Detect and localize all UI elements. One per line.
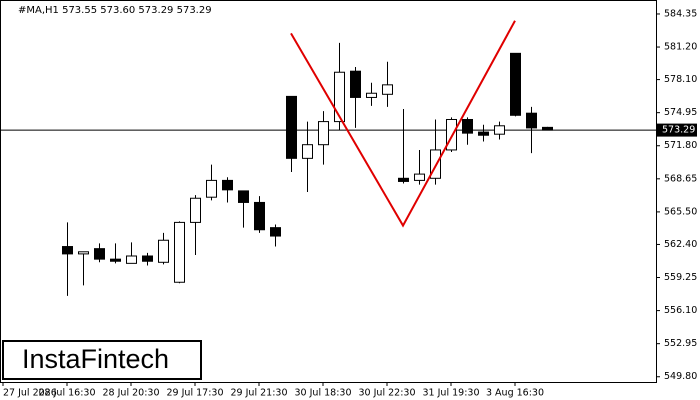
pattern-line <box>290 20 516 228</box>
x-tick-label: 3 Aug 16:30 <box>486 388 544 399</box>
plot-frame <box>0 0 657 383</box>
y-tick-label: 578.10 <box>664 74 697 85</box>
y-tick-label: 549.80 <box>664 371 697 382</box>
y-tick-label: 552.95 <box>664 338 697 349</box>
candle-body <box>398 177 409 182</box>
candle-body <box>110 258 121 262</box>
candle-body <box>206 179 217 198</box>
candle-body <box>334 71 345 123</box>
candle-body <box>254 201 265 231</box>
x-tick-label: 29 Jul 17:30 <box>167 388 224 399</box>
y-tick-label: 562.40 <box>664 239 697 250</box>
candle-body <box>414 173 425 181</box>
y-tick-label: 581.20 <box>664 42 697 53</box>
x-tick-label: 27 Jul 2026 <box>3 388 57 399</box>
candle-body <box>494 125 505 135</box>
candle-body <box>382 84 393 95</box>
x-tick-label: 28 Jul 16:30 <box>39 388 96 399</box>
candle-body <box>350 70 361 98</box>
x-tick-label: 30 Jul 18:30 <box>295 388 352 399</box>
candle-body <box>62 246 73 255</box>
candle-body <box>462 118 473 134</box>
logo: InstaFintech <box>22 344 169 374</box>
candle-body <box>174 221 185 283</box>
y-tick-label: 556.10 <box>664 305 697 316</box>
y-tick-label: 574.95 <box>664 107 697 118</box>
candle-body <box>190 197 201 223</box>
candle-body <box>286 95 297 159</box>
y-tick-label: 559.25 <box>664 272 697 283</box>
y-tick-label: 565.50 <box>664 206 697 217</box>
candle-body <box>238 190 249 203</box>
current-price-box <box>657 123 697 137</box>
candle-body <box>94 248 105 260</box>
candle-body <box>158 239 169 263</box>
chart-title: #MA,H1 573.55 573.60 573.29 573.29 <box>18 5 212 16</box>
x-tick-label: 29 Jul 21:30 <box>231 388 288 399</box>
logo-box <box>2 340 202 380</box>
candle-body <box>270 227 281 237</box>
candle-body <box>142 255 153 262</box>
current-price-label: 573.29 <box>662 125 695 136</box>
candle-body <box>478 131 489 136</box>
x-tick-label: 28 Jul 20:30 <box>103 388 160 399</box>
candle-body <box>510 52 521 116</box>
y-tick-label: 584.35 <box>664 8 697 19</box>
x-tick-label: 30 Jul 22:30 <box>359 388 416 399</box>
candle-body <box>318 121 329 146</box>
candle-body <box>366 92 377 98</box>
y-tick-label: 568.65 <box>664 173 697 184</box>
candle-body <box>126 255 137 264</box>
y-tick-label: 571.80 <box>664 140 697 151</box>
candle-body <box>302 144 313 159</box>
candle-body <box>526 112 537 129</box>
candle-body <box>542 126 553 131</box>
candle-body <box>446 118 457 151</box>
candle-body <box>78 251 89 255</box>
candle-body <box>222 179 233 191</box>
x-tick-label: 31 Jul 19:30 <box>423 388 480 399</box>
